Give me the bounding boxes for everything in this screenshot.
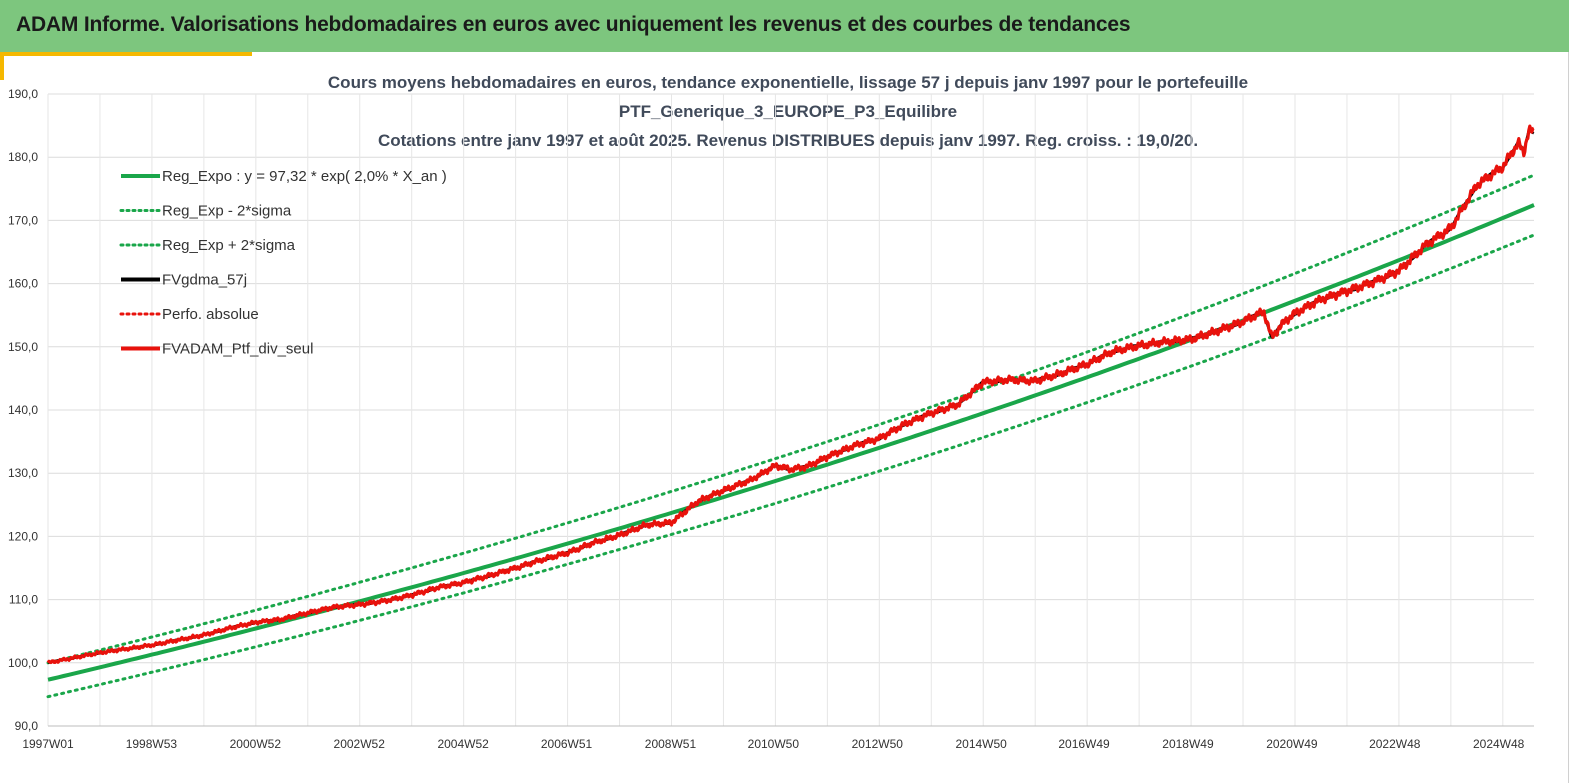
y-tick-label: 190,0	[8, 87, 38, 101]
series-lines	[46, 124, 1536, 699]
x-tick-label: 2010W50	[748, 737, 800, 751]
legend-reg-minus-label: Reg_Exp - 2*sigma	[162, 203, 292, 220]
x-tick-label: 1998W53	[126, 737, 178, 751]
x-tick-label: 2004W52	[437, 737, 489, 751]
legend-reg-expo-label: Reg_Expo : y = 97,32 * exp( 2,0% * X_an …	[162, 168, 447, 185]
grid-lines	[47, 93, 1534, 727]
x-tick-label: 2016W49	[1058, 737, 1110, 751]
x-tick-label: 2008W51	[645, 737, 697, 751]
x-tick-label: 1997W01	[22, 737, 74, 751]
legend-reg-plus-label: Reg_Exp + 2*sigma	[162, 237, 296, 254]
x-tick-label: 2012W50	[852, 737, 904, 751]
y-tick-label: 90,0	[15, 719, 39, 733]
accent-bar	[0, 52, 252, 56]
chart-title-line-1: Cours moyens hebdomadaires en euros, ten…	[328, 73, 1248, 92]
legend-fvgdma-label: FVgdma_57j	[162, 272, 247, 289]
header-banner: ADAM Informe. Valorisations hebdomadaire…	[0, 0, 1569, 52]
x-tick-label: 2018W49	[1162, 737, 1214, 751]
y-tick-label: 110,0	[9, 593, 38, 607]
series-line-portfolio	[46, 124, 1535, 665]
series-line-reg-expo	[47, 203, 1535, 682]
x-tick-label: 2006W51	[541, 737, 593, 751]
y-tick-label: 150,0	[8, 340, 38, 354]
y-tick-label: 160,0	[8, 277, 38, 291]
line-chart: Cours moyens hebdomadaires en euros, ten…	[8, 73, 1536, 751]
chart-title-line-3: Cotations entre janv 1997 et août 2025. …	[378, 131, 1198, 150]
series-line-reg-plus-2sigma	[46, 173, 1536, 665]
y-tick-label: 170,0	[8, 213, 38, 227]
y-tick-label: 180,0	[8, 150, 38, 164]
y-tick-label: 120,0	[8, 529, 38, 543]
page-title: ADAM Informe. Valorisations hebdomadaire…	[16, 13, 1131, 36]
x-tick-label: 2022W48	[1369, 737, 1421, 751]
legend-perfo-label: Perfo. absolue	[162, 306, 259, 323]
accent-left	[0, 52, 4, 80]
x-tick-label: 2000W52	[230, 737, 282, 751]
legend: Reg_Expo : y = 97,32 * exp( 2,0% * X_an …	[119, 168, 447, 358]
x-tick-label: 2002W52	[334, 737, 386, 751]
y-tick-label: 140,0	[8, 403, 38, 417]
chart-title-line-2: PTF_Generique_3_EUROPE_P3_Equilibre	[619, 102, 957, 121]
chart-area: Cours moyens hebdomadaires en euros, ten…	[0, 52, 1569, 783]
y-axis-ticks: 90,0 100,0 110,0 120,0 130,0 140,0 150,0 160,0 1…	[8, 87, 38, 733]
x-axis-ticks: 1997W01 1998W53 2000W52 2002W52 2004W52 2006W…	[22, 737, 1524, 751]
y-tick-label: 130,0	[8, 466, 38, 480]
series-line-reg-minus-2sigma	[46, 233, 1536, 699]
x-tick-label: 2014W50	[955, 737, 1007, 751]
y-tick-label: 100,0	[8, 656, 38, 670]
x-tick-label: 2024W48	[1473, 737, 1525, 751]
legend-portfolio-label: FVADAM_Ptf_div_seul	[162, 341, 313, 358]
x-tick-label: 2020W49	[1266, 737, 1318, 751]
